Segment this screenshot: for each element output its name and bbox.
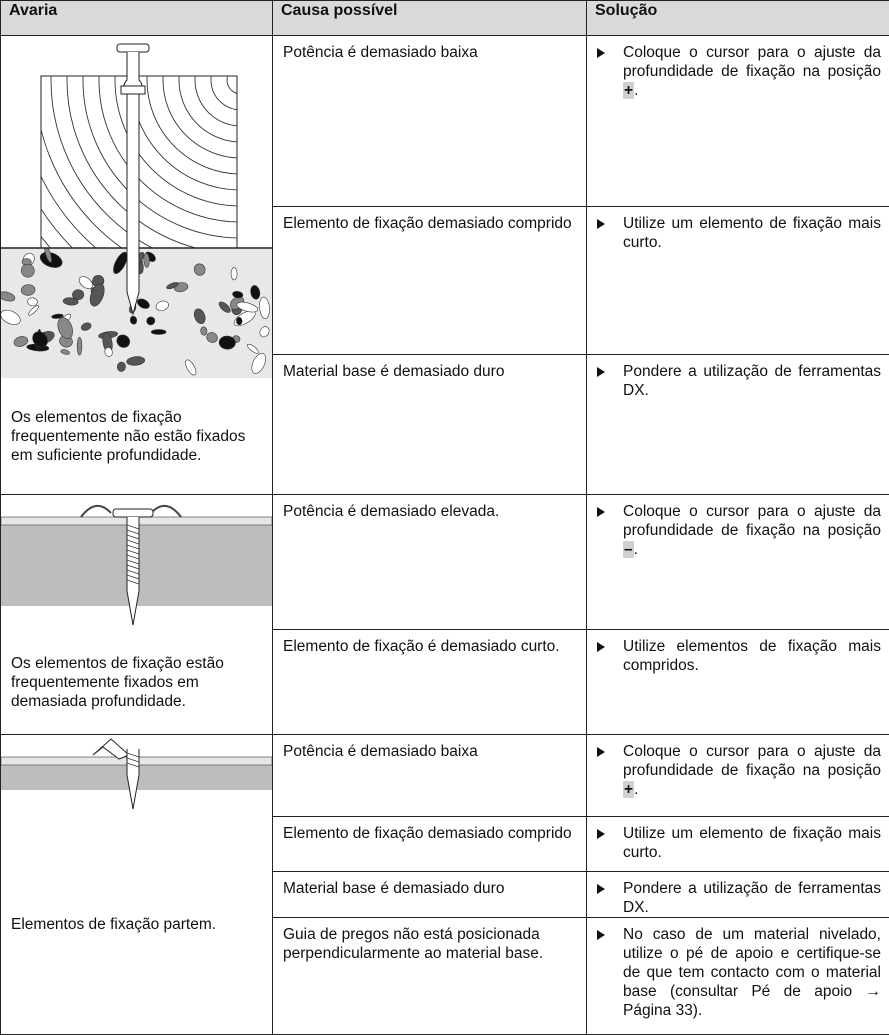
solution-part: . — [634, 541, 638, 558]
header-cell: Solução — [587, 1, 889, 36]
solution-part: Coloque o cursor para o ajuste da profun… — [623, 743, 881, 779]
bullet — [597, 219, 613, 229]
solution-part: Pondere a utilização de ferramentas DX. — [623, 880, 881, 916]
solution-part: – — [623, 541, 634, 558]
header-row: Avaria Causa possível Solução — [1, 1, 889, 36]
cause-cell: Potência é demasiado baixa — [273, 36, 587, 207]
solution: Utilize um elemento de fixação mais curt… — [587, 207, 889, 252]
solution: Utilize um elemento de fixação mais curt… — [587, 817, 889, 862]
solution: No caso de um material nivelado, utilize… — [587, 918, 889, 1020]
cause-cell: Elemento de fixação demasiado comprido — [273, 817, 587, 872]
solution: Pondere a utilização de ferramentas DX. — [587, 355, 889, 400]
solution-text: Utilize elementos de fixação mais compri… — [623, 637, 881, 675]
header-cell: Avaria — [1, 1, 273, 36]
solution-part: Coloque o cursor para o ajuste da profun… — [623, 503, 881, 539]
fault-text: Os elementos de fixação estão frequentem… — [1, 631, 272, 734]
solution-text: Coloque o cursor para o ajuste da profun… — [623, 742, 881, 799]
illustration — [1, 495, 272, 631]
solution-text: Coloque o cursor para o ajuste da profun… — [623, 43, 881, 100]
fault-text: Elementos de fixação partem. — [1, 815, 272, 1033]
solution-part: + — [623, 781, 634, 798]
bullet — [597, 48, 613, 58]
solution-text: Pondere a utilização de ferramentas DX. — [623, 362, 881, 400]
cause-cell: Guia de pregos não está posicionada perp… — [273, 918, 587, 1035]
solution-cell: Utilize um elemento de fixação mais curt… — [587, 207, 889, 355]
illustration — [1, 735, 272, 815]
cause-cell: Elemento de fixação demasiado comprido — [273, 207, 587, 355]
solution-cell: Coloque o cursor para o ajuste da profun… — [587, 735, 889, 817]
solution: Coloque o cursor para o ajuste da profun… — [587, 36, 889, 100]
bullet — [597, 829, 613, 839]
header-cell: Causa possível — [273, 1, 587, 36]
cause-cell: Elemento de fixação é demasiado curto. — [273, 630, 587, 735]
fault-box: Os elementos de fixação frequentemente n… — [1, 36, 272, 494]
solution-part: Utilize elementos de fixação mais compri… — [623, 638, 881, 674]
fault-cell: Os elementos de fixação frequentemente n… — [1, 36, 273, 495]
solution-cell: Coloque o cursor para o ajuste da profun… — [587, 495, 889, 630]
cause-cell: Potência é demasiado elevada. — [273, 495, 587, 630]
solution: Coloque o cursor para o ajuste da profun… — [587, 735, 889, 799]
solution-part: Coloque o cursor para o ajuste da profun… — [623, 44, 881, 80]
solution: Coloque o cursor para o ajuste da profun… — [587, 495, 889, 559]
solution: Utilize elementos de fixação mais compri… — [587, 630, 889, 675]
solution-part: No caso de um material nivelado, utilize… — [623, 926, 881, 1019]
solution-part: . — [634, 781, 638, 798]
fault-box: Elementos de fixação partem. — [1, 735, 272, 1033]
fault-text: Os elementos de fixação frequentemente n… — [1, 378, 272, 494]
bullet — [597, 884, 613, 894]
solution-cell: Utilize um elemento de fixação mais curt… — [587, 817, 889, 872]
solution-cell: No caso de um material nivelado, utilize… — [587, 918, 889, 1035]
cause-cell: Material base é demasiado duro — [273, 355, 587, 495]
solution-text: Utilize um elemento de fixação mais curt… — [623, 214, 881, 252]
solution-text: Coloque o cursor para o ajuste da profun… — [623, 502, 881, 559]
cause-cell: Material base é demasiado duro — [273, 872, 587, 918]
solution: Pondere a utilização de ferramentas DX. — [587, 872, 889, 917]
solution-cell: Pondere a utilização de ferramentas DX. — [587, 872, 889, 918]
solution-text: Utilize um elemento de fixação mais curt… — [623, 824, 881, 862]
solution-part: Utilize um elemento de fixação mais curt… — [623, 215, 881, 251]
solution-part: . — [634, 82, 638, 99]
illustration — [1, 36, 272, 378]
solution-part: + — [623, 82, 634, 99]
bullet — [597, 747, 613, 757]
fault-box: Os elementos de fixação estão frequentem… — [1, 495, 272, 734]
solution-part: Utilize um elemento de fixação mais curt… — [623, 825, 881, 861]
table-row: Os elementos de fixação estão frequentem… — [1, 495, 889, 630]
bullet — [597, 642, 613, 652]
fault-cell: Os elementos de fixação estão frequentem… — [1, 495, 273, 735]
cause-cell: Potência é demasiado baixa — [273, 735, 587, 817]
solution-cell: Coloque o cursor para o ajuste da profun… — [587, 36, 889, 207]
fault-cell: Elementos de fixação partem. — [1, 735, 273, 1035]
bullet — [597, 507, 613, 517]
solution-text: Pondere a utilização de ferramentas DX. — [623, 879, 881, 917]
bullet — [597, 367, 613, 377]
solution-cell: Pondere a utilização de ferramentas DX. — [587, 355, 889, 495]
solution-part: Pondere a utilização de ferramentas DX. — [623, 363, 881, 399]
solution-cell: Utilize elementos de fixação mais compri… — [587, 630, 889, 735]
table-row: Os elementos de fixação frequentemente n… — [1, 36, 889, 207]
table-row: Elementos de fixação partem.Potência é d… — [1, 735, 889, 817]
bullet — [597, 930, 613, 940]
solution-text: No caso de um material nivelado, utilize… — [623, 925, 881, 1020]
